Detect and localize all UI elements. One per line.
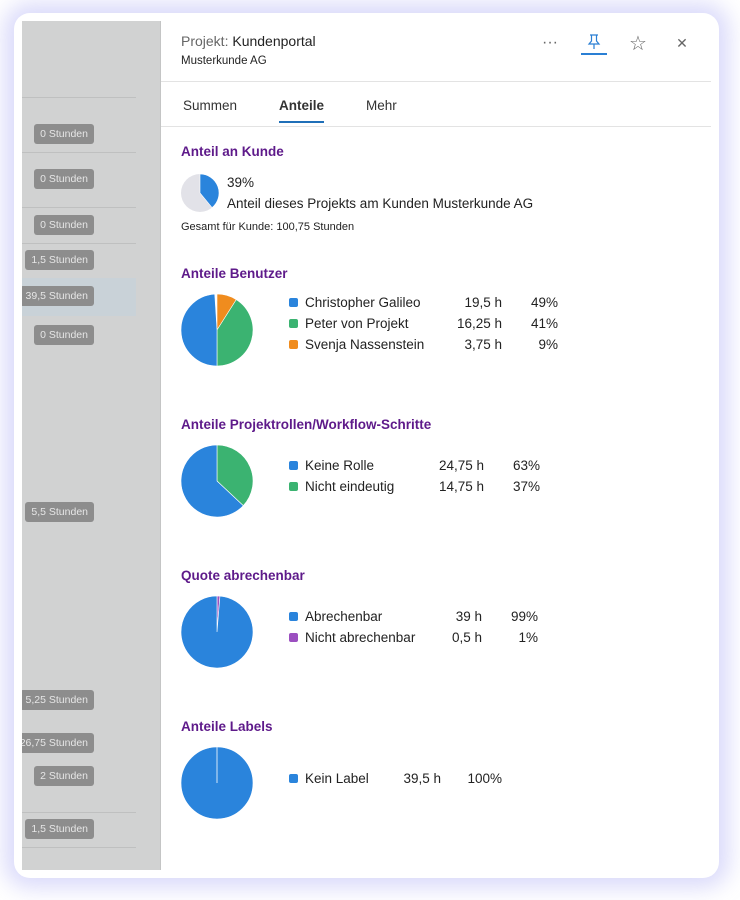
legend-color-swatch [289,297,298,307]
section-title: Anteile Projektrollen/Workflow-Schritte [181,417,432,432]
customer-share-pie [181,174,219,212]
hours-badge: 5,5 Stunden [25,502,94,522]
legend-hours: 3,75 h [464,336,502,352]
legend-name: Keine Rolle [305,457,375,473]
legend-name: Peter von Projekt [305,315,409,331]
legend-color-swatch [289,611,298,621]
pie-slice [181,294,218,366]
divider [161,126,711,127]
legend: Abrechenbar 39 h 99% Nicht abrechenbar 0,5 h… [289,609,538,645]
legend-name: Kein Label [305,771,369,787]
hours-badge: 39,5 Stunden [22,286,94,306]
share-pie-chart [181,445,253,517]
legend-hours: 0,5 h [451,629,482,645]
pin-icon[interactable] [581,31,607,55]
background-list: 0 Stunden 0 Stunden 0 Stunden 1,5 Stunden 39… [22,21,161,870]
customer-total: Gesamt für Kunde: 100,75 Stunden [181,221,355,233]
legend-hours: 16,25 h [456,315,502,331]
legend-color-swatch [289,632,298,642]
row-divider [22,97,136,98]
legend-percent: 1% [518,629,538,645]
legend-percent: 9% [538,336,558,352]
window: 0 Stunden 0 Stunden 0 Stunden 1,5 Stunden 39… [22,21,711,870]
pie-slice [181,445,244,517]
customer-name: Musterkunde AG [181,55,267,67]
row-divider [22,812,136,813]
legend-hours: 24,75 h [438,457,484,473]
legend-color-swatch [289,774,298,784]
hours-badge: 0 Stunden [34,325,94,345]
panel-title: Projekt: Kundenportal [181,33,316,49]
close-icon[interactable]: ✕ [676,34,688,51]
row-divider [22,152,136,153]
legend-hours: 39 h [455,608,482,624]
star-icon[interactable]: ☆ [629,32,647,55]
section-title: Anteil an Kunde [181,144,284,159]
row-divider [22,243,136,244]
row-divider [22,207,136,208]
legend: Keine Rolle 24,75 h 63% Nicht eindeutig 14,7… [289,458,540,494]
legend-name: Christopher Galileo [305,294,421,310]
share-pie-chart [181,747,253,819]
share-pie-chart [181,294,253,366]
share-pie-chart [181,596,253,668]
pie-slice [181,596,253,668]
legend-hours: 14,75 h [438,478,484,494]
hours-badge: 0 Stunden [34,169,94,189]
tab-summen[interactable]: Summen [183,98,238,113]
divider [161,81,711,82]
more-icon[interactable]: ··· [542,34,558,51]
hours-badge: 2 Stunden [34,766,94,786]
legend-hours: 39,5 h [403,771,441,787]
hours-badge: 26,75 Stunden [22,733,94,753]
legend-percent: 99% [510,608,538,624]
section-title: Quote abrechenbar [181,568,305,583]
customer-share-description: Anteil dieses Projekts am Kunden Musterk… [227,196,534,211]
panel-header: Projekt: Kundenportal Musterkunde AG [181,33,316,67]
legend-percent: 100% [467,771,502,787]
section-title: Anteile Labels [181,719,273,734]
legend-color-swatch [289,460,298,470]
legend-color-swatch [289,318,298,328]
tab-bar: Summen Anteile Mehr [183,98,397,123]
legend-percent: 41% [530,315,558,331]
legend: Kein Label 39,5 h 100% [289,771,502,786]
legend-hours: 19,5 h [464,294,502,310]
hours-badge: 0 Stunden [34,124,94,144]
legend-percent: 63% [512,457,540,473]
project-detail-panel: Projekt: Kundenportal Musterkunde AG ···… [161,21,711,870]
pie-slice [216,445,253,507]
legend-color-swatch [289,481,298,491]
legend: Christopher Galileo 19,5 h 49% Peter von Pr… [289,295,558,352]
legend-percent: 49% [530,294,558,310]
legend-color-swatch [289,339,298,349]
row-divider [22,847,136,848]
tab-mehr[interactable]: Mehr [366,98,397,113]
customer-share-percent: 39% [227,175,255,190]
hours-badge: 1,5 Stunden [25,250,94,270]
hours-badge: 0 Stunden [34,215,94,235]
legend-name: Abrechenbar [305,608,383,624]
legend-name: Nicht eindeutig [305,478,395,494]
section-title: Anteile Benutzer [181,266,288,281]
hours-badge: 1,5 Stunden [25,819,94,839]
pie-slice [199,174,219,209]
legend-name: Nicht abrechenbar [305,629,416,645]
legend-percent: 37% [512,478,540,494]
legend-name: Svenja Nassenstein [305,336,425,352]
header-actions: ··· ☆ ✕ [537,31,695,55]
pie-slice [216,299,253,366]
hours-badge: 5,25 Stunden [22,690,94,710]
tab-anteile[interactable]: Anteile [279,98,325,123]
